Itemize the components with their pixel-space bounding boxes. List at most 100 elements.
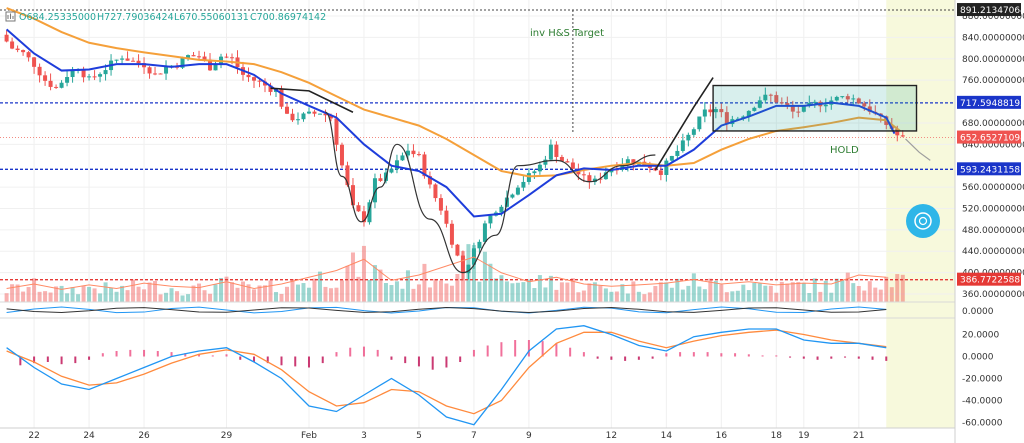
candle[interactable] (592, 178, 597, 183)
candle[interactable] (323, 113, 328, 116)
candle[interactable] (87, 76, 92, 78)
right-shoulder-curve[interactable] (517, 154, 656, 183)
candle[interactable] (521, 181, 526, 188)
candle[interactable] (59, 82, 64, 88)
candle[interactable] (92, 76, 97, 78)
candle[interactable] (603, 172, 608, 180)
candle[interactable] (65, 77, 70, 83)
candle[interactable] (213, 64, 218, 71)
candle[interactable] (460, 255, 465, 274)
tag-low[interactable] (957, 272, 1021, 286)
candle[interactable] (186, 55, 191, 58)
head-curve[interactable] (396, 143, 519, 274)
candle[interactable] (230, 57, 235, 59)
candle[interactable] (438, 198, 443, 211)
candle[interactable] (840, 96, 845, 98)
candle[interactable] (856, 98, 861, 104)
candle[interactable] (757, 100, 762, 108)
candle[interactable] (328, 115, 333, 119)
candle[interactable] (675, 150, 680, 156)
candle[interactable] (543, 159, 548, 165)
consolidation-rectangle[interactable] (712, 84, 918, 132)
candle[interactable] (246, 74, 251, 78)
candle[interactable] (587, 175, 592, 183)
hold-label[interactable]: HOLD (830, 145, 859, 156)
candle[interactable] (625, 159, 630, 166)
candle[interactable] (284, 106, 289, 114)
candle[interactable] (713, 109, 718, 113)
candle[interactable] (559, 156, 564, 162)
candle[interactable] (466, 264, 471, 274)
candle[interactable] (548, 144, 553, 160)
candle[interactable] (515, 187, 520, 195)
candle[interactable] (746, 110, 751, 117)
tag-resistance[interactable] (957, 95, 1021, 109)
candle[interactable] (70, 69, 75, 78)
candle[interactable] (37, 66, 42, 76)
candle[interactable] (532, 171, 537, 174)
candle[interactable] (301, 113, 306, 120)
candle[interactable] (488, 215, 493, 224)
candle[interactable] (768, 94, 773, 96)
candle[interactable] (367, 202, 372, 223)
candle[interactable] (774, 95, 779, 103)
candle[interactable] (785, 103, 790, 107)
candle[interactable] (779, 102, 784, 104)
candlesticks[interactable] (4, 30, 905, 281)
candle[interactable] (510, 194, 515, 198)
candle[interactable] (790, 106, 795, 112)
candle[interactable] (361, 211, 366, 223)
candle[interactable] (851, 98, 856, 100)
candle[interactable] (433, 184, 438, 199)
candle[interactable] (378, 178, 383, 181)
candle[interactable] (114, 59, 119, 61)
target-icon[interactable] (906, 204, 940, 238)
candle[interactable] (164, 66, 169, 74)
target-button[interactable] (906, 204, 940, 238)
candle[interactable] (136, 60, 141, 64)
candle[interactable] (334, 118, 339, 145)
candle[interactable] (257, 80, 262, 82)
candle[interactable] (455, 244, 460, 256)
candle[interactable] (834, 96, 839, 101)
candle[interactable] (180, 57, 185, 68)
candle[interactable] (120, 58, 125, 60)
candle[interactable] (263, 81, 268, 86)
candle[interactable] (142, 63, 147, 68)
candle[interactable] (444, 210, 449, 224)
candle[interactable] (719, 109, 724, 113)
candle[interactable] (405, 150, 410, 156)
candle[interactable] (10, 41, 15, 49)
tag-last-price[interactable] (957, 130, 1021, 144)
candle[interactable] (812, 101, 817, 103)
candle[interactable] (356, 205, 361, 212)
candle[interactable] (702, 109, 707, 117)
candle[interactable] (224, 56, 229, 58)
candle[interactable] (4, 34, 9, 42)
candle[interactable] (482, 223, 487, 242)
candle[interactable] (537, 164, 542, 172)
candle[interactable] (54, 86, 59, 88)
candle[interactable] (581, 174, 586, 176)
candle[interactable] (389, 169, 394, 173)
candle[interactable] (477, 241, 482, 249)
candle[interactable] (422, 154, 427, 177)
candle[interactable] (131, 60, 136, 62)
candle[interactable] (570, 162, 575, 169)
candle[interactable] (697, 116, 702, 130)
candle[interactable] (867, 106, 872, 112)
candle[interactable] (895, 128, 900, 136)
candle[interactable] (252, 77, 257, 81)
chart-settings-icon[interactable] (5, 11, 16, 22)
candle[interactable] (411, 150, 416, 155)
candle[interactable] (306, 111, 311, 114)
candle[interactable] (400, 155, 405, 161)
tag-support[interactable] (957, 162, 1021, 176)
candle[interactable] (823, 104, 828, 107)
candle[interactable] (763, 94, 768, 101)
candle[interactable] (317, 113, 322, 115)
candle[interactable] (295, 119, 300, 121)
candle[interactable] (103, 70, 108, 75)
trend-line[interactable] (654, 77, 714, 171)
